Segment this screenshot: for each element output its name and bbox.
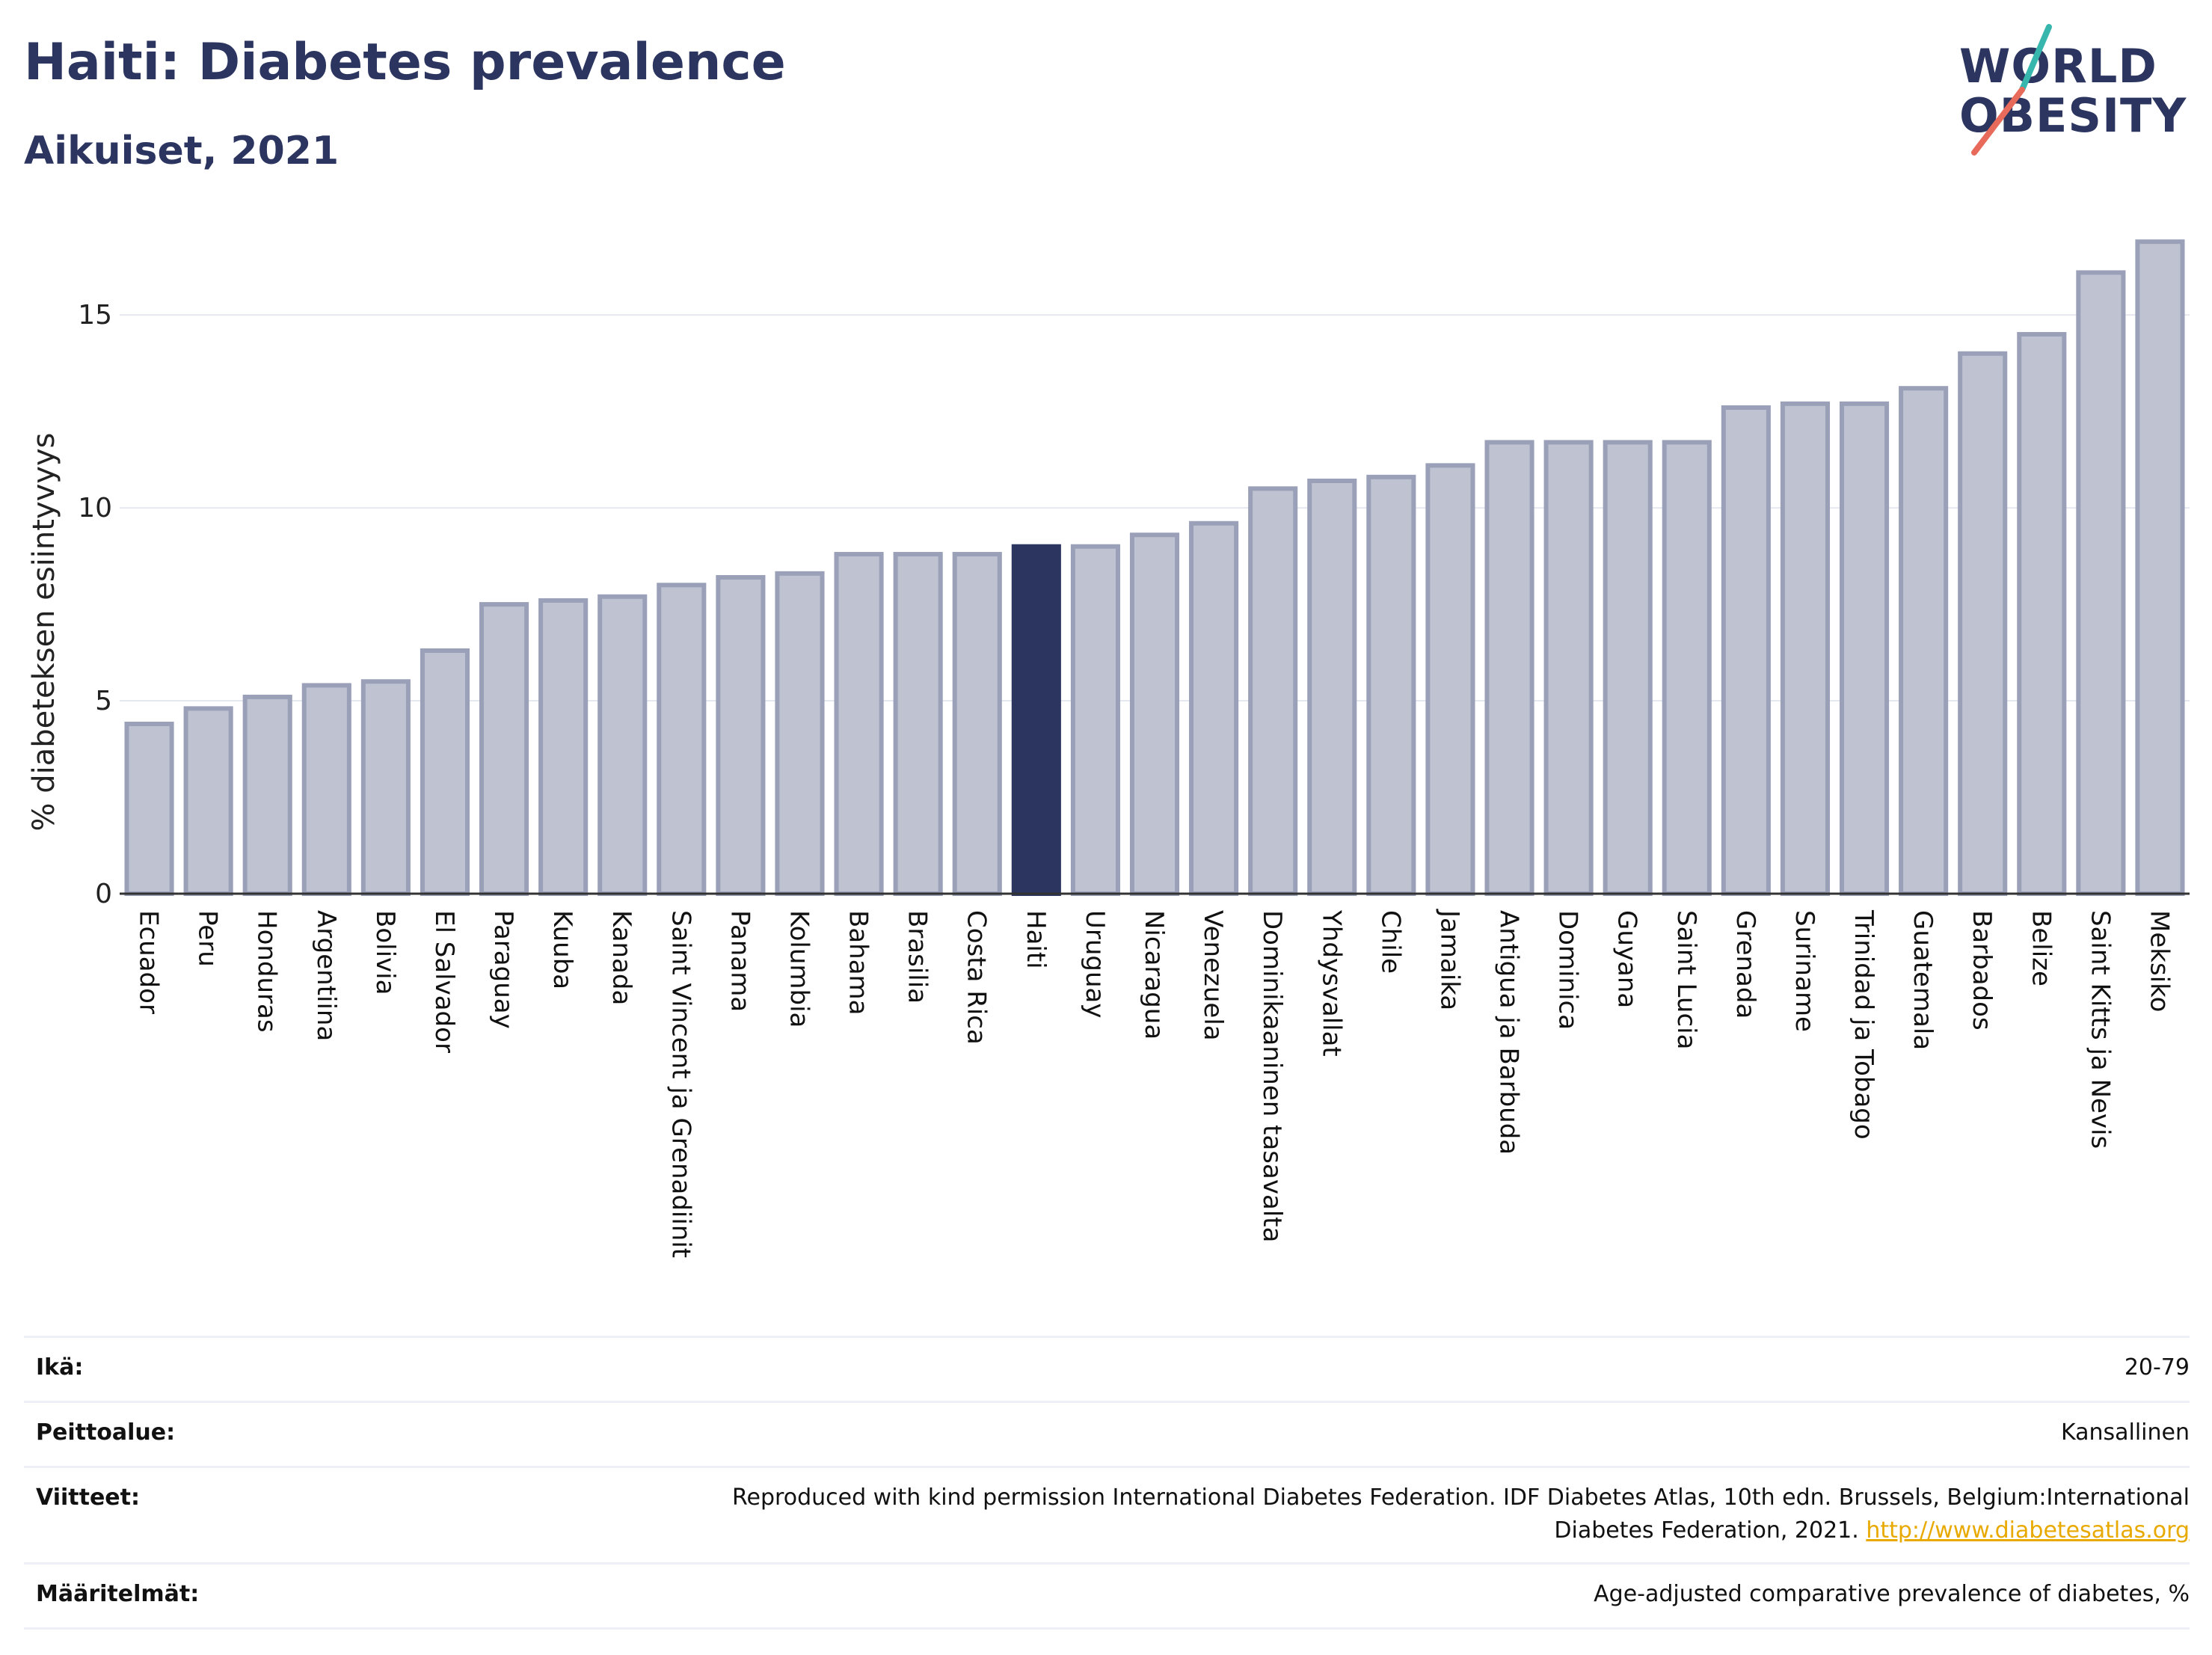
x-tick-label: Ecuador (134, 910, 164, 1014)
x-tick-label: Barbados (1967, 910, 1997, 1031)
metadata-row: Viitteet: Reproduced with kind permission… (24, 1466, 2190, 1562)
x-tick-label: Bolivia (370, 910, 400, 995)
x-tick-label: Belize (2026, 910, 2056, 986)
bar-saint-lucia (1662, 440, 1712, 896)
bar-uruguay (1070, 544, 1120, 896)
x-tick-label: Guatemala (1908, 910, 1938, 1050)
bar-guatemala (1899, 386, 1949, 897)
logo-slash-icon (1971, 24, 2052, 156)
bars (124, 239, 2185, 897)
bar-kolumbia (775, 571, 825, 896)
x-tick-label: Venezuela (1198, 910, 1228, 1041)
x-tick-label: Dominikaaninen tasavalta (1257, 910, 1287, 1242)
metadata-label: Peittoalue: (36, 1419, 176, 1446)
metadata-value: Kansallinen (2060, 1419, 2190, 1446)
metadata-row: Ikä: 20-79 (24, 1336, 2190, 1401)
y-tick-label: 0 (95, 879, 112, 909)
x-tick-label: El Salvador (429, 910, 459, 1053)
metadata-label: Viitteet: (36, 1484, 140, 1511)
x-tick-label: Bahama (844, 910, 873, 1016)
x-axis-ticks: Ecuador Peru Honduras Argentiina Bolivia El S… (134, 909, 2175, 1258)
page-subtitle: Aikuiset, 2021 (24, 129, 340, 174)
bar-meksiko (2135, 239, 2185, 897)
y-tick-label: 5 (95, 686, 112, 716)
bar-ecuador (124, 722, 174, 897)
x-tick-label: Chile (1375, 910, 1405, 974)
world-obesity-logo: WORLD OBESITY (1944, 21, 2199, 163)
metadata-label: Ikä: (36, 1354, 84, 1381)
x-tick-label: Haiti (1021, 910, 1051, 969)
bar-kanada (597, 594, 648, 896)
bar-brasilia (893, 552, 943, 896)
x-tick-label: Honduras (252, 910, 282, 1033)
x-tick-label: Paraguay (488, 910, 518, 1029)
bar-antigua-ja-barbuda (1484, 440, 1534, 896)
x-tick-label: Jamaika (1434, 909, 1464, 1010)
metadata-row: Määritelmät: Age-adjusted comparative pre… (24, 1562, 2190, 1630)
bar-paraguay (479, 602, 529, 897)
x-tick-label: Grenada (1730, 910, 1760, 1019)
y-axis-title: % diabeteksen esiintyvyys (27, 433, 61, 832)
bar-haiti (1011, 544, 1061, 896)
bar-yhdysvallat (1307, 479, 1357, 897)
bar-bahama (834, 552, 884, 896)
x-tick-label: Saint Lucia (1671, 910, 1701, 1049)
bar-nicaragua (1129, 532, 1180, 896)
x-tick-label: Yhdysvallat (1316, 909, 1346, 1057)
bar-venezuela (1189, 521, 1239, 896)
bar-honduras (242, 694, 292, 897)
bar-barbados (1958, 351, 2008, 896)
x-tick-label: Saint Kitts ja Nevis (2085, 910, 2115, 1149)
bar-belize (2017, 331, 2067, 896)
x-tick-label: Argentiina (311, 910, 341, 1041)
bar-argentiina (301, 683, 351, 896)
x-tick-label: Panama (725, 910, 755, 1012)
y-tick-label: 15 (78, 300, 112, 331)
metadata-value: 20-79 (2124, 1354, 2190, 1381)
bar-kuuba (538, 598, 589, 896)
page-title: Haiti: Diabetes prevalence (24, 33, 786, 92)
metadata-table: Ikä: 20-79 Peittoalue: Kansallinen Viitteet:… (24, 1336, 2190, 1630)
bar-panama (716, 574, 766, 896)
bar-trinidad-ja-tobago (1839, 401, 1890, 896)
x-tick-label: Nicaragua (1139, 910, 1169, 1040)
bar-costa-rica (952, 552, 1002, 896)
bar-saint-kitts-ja-nevis (2076, 270, 2126, 897)
metadata-label: Määritelmät: (36, 1581, 200, 1607)
logo-text-obesity: OBESITY (1959, 88, 2187, 143)
bar-chart: 0 5 10 15 Ecuador Peru Honduras Argentiina Boli… (27, 239, 2190, 1258)
x-tick-label: Antigua ja Barbuda (1494, 910, 1524, 1155)
metadata-value: Age-adjusted comparative prevalence of d… (1594, 1581, 2190, 1607)
x-tick-label: Guyana (1612, 910, 1642, 1008)
x-tick-label: Uruguay (1080, 910, 1110, 1019)
bar-bolivia (360, 679, 411, 896)
bar-chile (1366, 474, 1416, 896)
bar-saint-vincent-ja-grenadiinit (657, 583, 707, 896)
source-link[interactable]: http://www.diabetesatlas.org (1866, 1517, 2190, 1544)
x-tick-label: Trinidad ja Tobago (1849, 909, 1878, 1140)
bar-peru (183, 706, 233, 896)
metadata-row: Peittoalue: Kansallinen (24, 1401, 2190, 1466)
y-axis-ticks: 0 5 10 15 (78, 300, 112, 909)
bar-suriname (1780, 401, 1830, 896)
x-tick-label: Kuuba (547, 910, 577, 989)
x-tick-label: Saint Vincent ja Grenadiinit (666, 910, 695, 1258)
x-tick-label: Peru (193, 910, 223, 967)
y-tick-label: 10 (78, 493, 112, 523)
x-tick-label: Dominica (1553, 910, 1583, 1030)
metadata-value: Reproduced with kind permission Internat… (732, 1484, 2190, 1544)
bar-dominica (1543, 440, 1594, 896)
bar-el-salvador (420, 648, 470, 897)
x-tick-label: Meksiko (2144, 910, 2174, 1012)
bar-guyana (1603, 440, 1653, 896)
bar-jamaika (1425, 463, 1475, 896)
logo-text-world: WORLD (1959, 39, 2157, 93)
x-tick-label: Brasilia (903, 910, 933, 1004)
x-tick-label: Kanada (606, 910, 636, 1005)
x-tick-label: Suriname (1789, 910, 1819, 1032)
bar-dominikaaninen-tasavalta (1248, 486, 1298, 896)
bar-grenada (1721, 405, 1771, 896)
x-tick-label: Costa Rica (962, 910, 992, 1045)
x-tick-label: Kolumbia (784, 910, 814, 1028)
